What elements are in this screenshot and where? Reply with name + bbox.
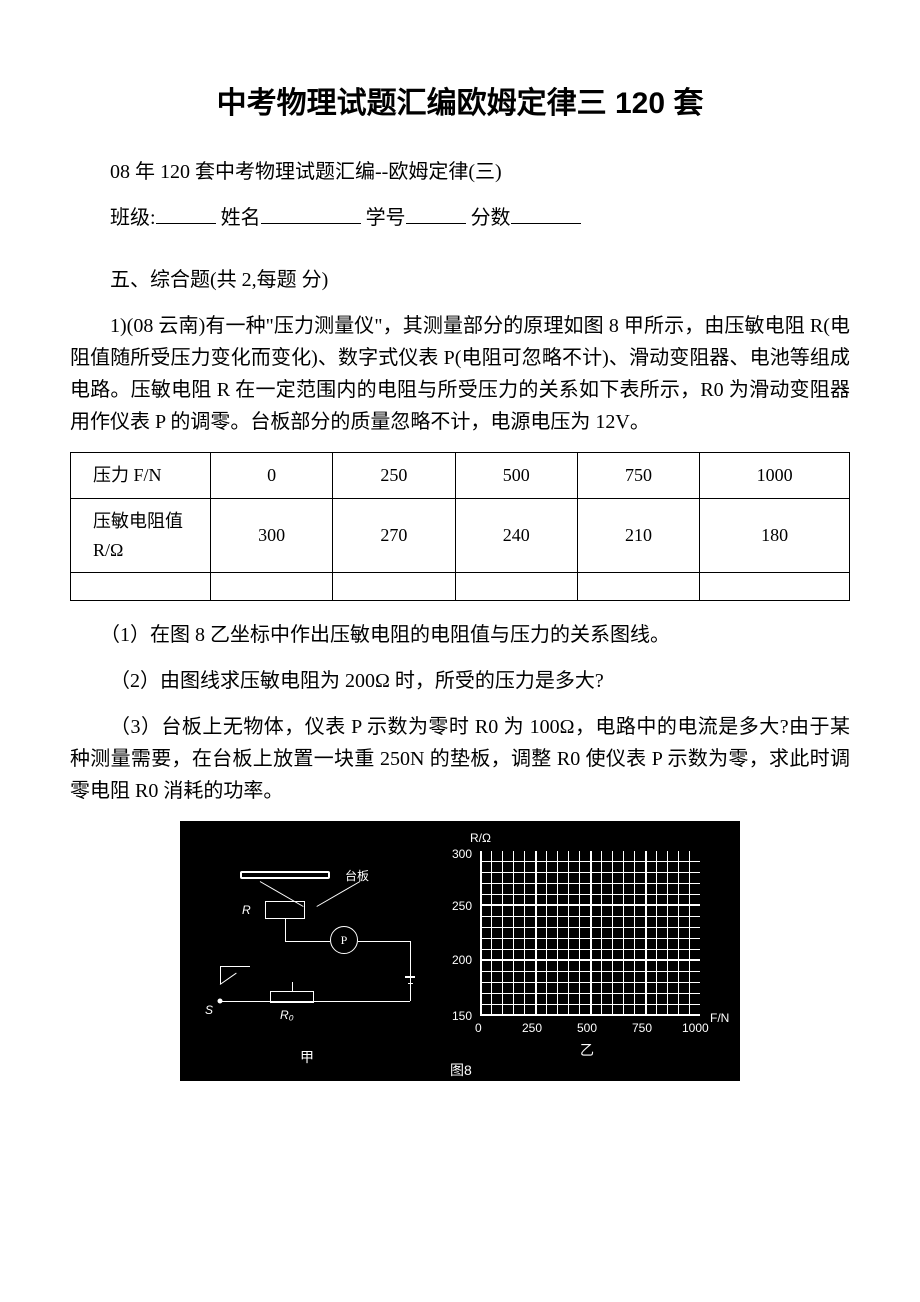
battery — [405, 976, 415, 978]
table-cell: 1000 — [700, 453, 850, 499]
y-tick: 300 — [452, 845, 472, 864]
table-row: 压力 F/N 0 250 500 750 1000 — [71, 453, 850, 499]
caption-left: 甲 — [300, 1046, 314, 1068]
id-label: 学号 — [366, 207, 406, 229]
table-cell: 0 — [211, 453, 333, 499]
table-cell: 750 — [577, 453, 699, 499]
table-cell: 250 — [333, 453, 455, 499]
figure: 台板 R P S — [180, 821, 740, 1081]
data-table: 压力 F/N 0 250 500 750 1000 压敏电阻值 R/Ω 300 … — [70, 452, 850, 601]
id-blank[interactable] — [406, 204, 466, 224]
table-cell: 300 — [211, 498, 333, 573]
table-row — [71, 573, 850, 601]
section-heading: 五、综合题(共 2,每题 分) — [70, 264, 850, 296]
meter-p: P — [330, 926, 358, 954]
p-label: P — [341, 931, 348, 950]
score-label: 分数 — [471, 207, 511, 229]
y-tick: 250 — [452, 897, 472, 916]
chart-grid — [480, 851, 700, 1016]
caption-right: 乙 — [580, 1039, 594, 1061]
table-cell: 240 — [455, 498, 577, 573]
table-cell: 210 — [577, 498, 699, 573]
row-header: 压力 F/N — [71, 453, 211, 499]
x-tick: 750 — [632, 1019, 652, 1038]
y-tick: 150 — [452, 1007, 472, 1026]
table-row: 压敏电阻值 R/Ω 300 270 240 210 180 — [71, 498, 850, 573]
x-tick: 0 — [475, 1019, 482, 1038]
resistor-r — [265, 901, 305, 919]
class-blank[interactable] — [156, 204, 216, 224]
s-label: S — [205, 1001, 213, 1020]
circuit-diagram: 台板 R P S — [210, 871, 430, 1021]
y-axis-label: R/Ω — [470, 829, 491, 848]
x-tick: 500 — [577, 1019, 597, 1038]
caption-figure: 图8 — [450, 1059, 472, 1081]
class-label: 班级: — [110, 207, 156, 229]
form-line: 班级: 姓名 学号 分数 — [70, 202, 850, 234]
subtitle: 08 年 120 套中考物理试题汇编--欧姆定律(三) — [70, 156, 850, 188]
name-blank[interactable] — [261, 204, 361, 224]
sub-q1: （1）在图 8 乙坐标中作出压敏电阻的电阻值与压力的关系图线。 — [70, 619, 850, 651]
plate — [240, 871, 330, 879]
score-blank[interactable] — [511, 204, 581, 224]
page-title: 中考物理试题汇编欧姆定律三 120 套 — [70, 80, 850, 128]
q1-intro: 1)(08 云南)有一种"压力测量仪"，其测量部分的原理如图 8 甲所示，由压敏… — [70, 310, 850, 438]
table-cell: 500 — [455, 453, 577, 499]
y-tick: 200 — [452, 951, 472, 970]
row-header: 压敏电阻值 R/Ω — [71, 498, 211, 573]
figure-container: 台板 R P S — [70, 821, 850, 1090]
x-axis-label: F/N — [710, 1009, 729, 1028]
x-tick: 250 — [522, 1019, 542, 1038]
rheostat-r0 — [270, 991, 314, 1003]
name-label: 姓名 — [221, 207, 261, 229]
table-cell: 270 — [333, 498, 455, 573]
sub-q2: （2）由图线求压敏电阻为 200Ω 时，所受的压力是多大? — [70, 665, 850, 697]
sub-q3: （3）台板上无物体，仪表 P 示数为零时 R0 为 100Ω，电路中的电流是多大… — [70, 711, 850, 807]
x-tick: 1000 — [682, 1019, 709, 1038]
r-label: R — [242, 901, 251, 920]
r0-label: R₀ — [280, 1006, 294, 1025]
table-cell: 180 — [700, 498, 850, 573]
